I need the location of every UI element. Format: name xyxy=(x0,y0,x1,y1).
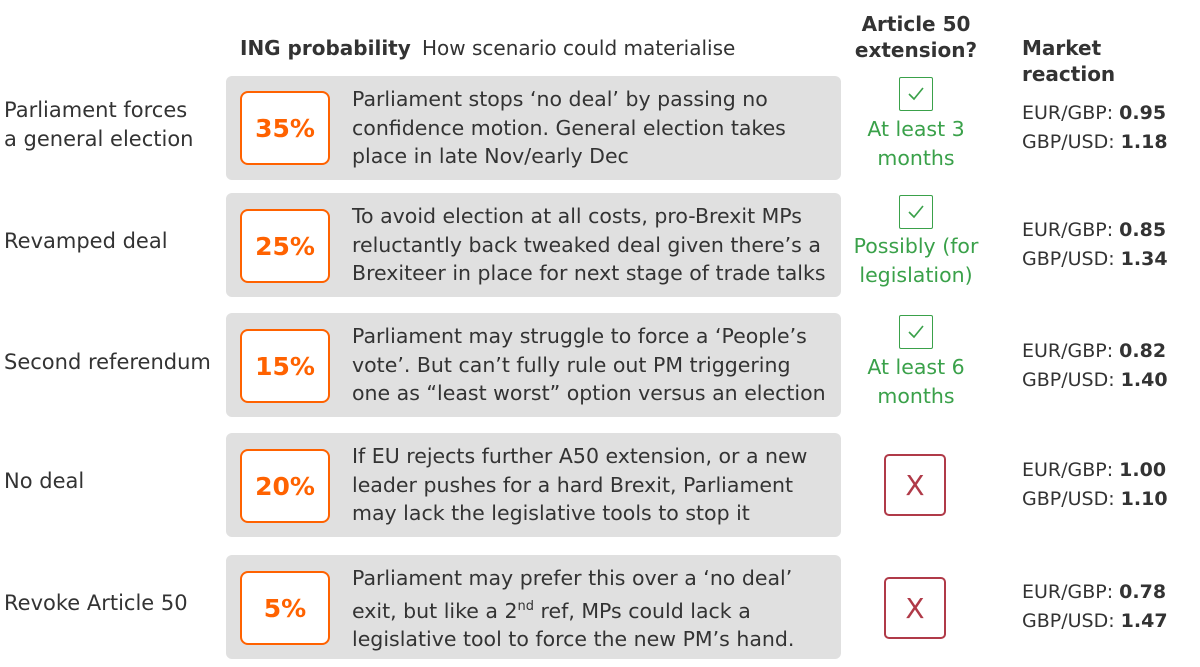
eurgbp-label: EUR/GBP: xyxy=(1022,340,1120,362)
extension-text-line: legislation) xyxy=(859,262,973,287)
description-line: confidence motion. General election take… xyxy=(352,115,786,140)
header-market-reaction: Market reaction xyxy=(1022,36,1116,86)
scenario-label-line: Parliament forces xyxy=(4,98,188,122)
description-line: place in late Nov/early Dec xyxy=(352,144,629,168)
scenario-panel-second-referendum: 15% Parliament may struggle to force a ‘… xyxy=(226,313,841,417)
eurgbp-value: 0.82 xyxy=(1119,340,1167,362)
extension-text: At least 3 months xyxy=(841,115,991,172)
scenario-label-line: a general election xyxy=(4,127,194,151)
market-reaction-general-election: EUR/GBP: 0.95 GBP/USD: 1.18 xyxy=(1022,99,1168,157)
gbpusd-rate: GBP/USD: 1.47 xyxy=(1022,607,1168,636)
extension-text-line: At least 6 xyxy=(867,355,965,379)
eurgbp-rate: EUR/GBP: 1.00 xyxy=(1022,456,1168,485)
eurgbp-value: 0.78 xyxy=(1119,581,1167,603)
probability-badge: 35% xyxy=(240,91,330,165)
eurgbp-rate: EUR/GBP: 0.82 xyxy=(1022,337,1168,366)
probability-badge: 20% xyxy=(240,449,330,523)
gbpusd-value: 1.18 xyxy=(1120,131,1168,153)
scenario-label-line: No deal xyxy=(4,469,85,493)
description-line: If EU rejects further A50 extension, or … xyxy=(352,444,808,468)
extension-text-line: months xyxy=(877,145,955,170)
scenario-label-second-referendum: Second referendum xyxy=(4,348,211,377)
scenario-panel-no-deal: 20% If EU rejects further A50 extension,… xyxy=(226,433,841,537)
description-line: reluctantly back tweaked deal given ther… xyxy=(352,232,821,257)
gbpusd-label: GBP/USD: xyxy=(1022,131,1121,153)
probability-badge: 25% xyxy=(240,209,330,283)
description-line: Brexiteer in place for next stage of tra… xyxy=(352,261,826,285)
description-line: leader pushes for a hard Brexit, Parliam… xyxy=(352,472,794,497)
scenario-description: Parliament may struggle to force a ‘Peop… xyxy=(352,322,842,408)
description-line: may lack the legislative tools to stop i… xyxy=(352,501,750,525)
extension-text: Possibly (for legislation) xyxy=(841,232,991,289)
eurgbp-value: 1.00 xyxy=(1119,459,1167,481)
header-ing-probability: ING probability xyxy=(240,36,411,60)
eurgbp-rate: EUR/GBP: 0.78 xyxy=(1022,578,1168,607)
scenario-description: Parliament stops ‘no deal’ by passing no… xyxy=(352,85,842,171)
scenario-label-general-election: Parliament forces a general election xyxy=(4,96,193,154)
check-icon xyxy=(899,315,933,349)
check-icon xyxy=(899,77,933,111)
market-reaction-revamped-deal: EUR/GBP: 0.85 GBP/USD: 1.34 xyxy=(1022,216,1168,274)
scenario-label-revamped-deal: Revamped deal xyxy=(4,227,168,256)
extension-text-line: months xyxy=(877,383,955,408)
scenario-label-revoke-article-50: Revoke Article 50 xyxy=(4,589,188,618)
description-line: one as “least worst” option versus an el… xyxy=(352,381,826,405)
description-fragment: exit, but like a 2 xyxy=(352,598,518,623)
scenario-description: Parliament may prefer this over a ‘no de… xyxy=(352,564,842,653)
description-line: Parliament may prefer this over a ‘no de… xyxy=(352,566,793,590)
extension-text-line: Possibly (for xyxy=(853,234,979,258)
scenario-label-line: Revoke Article 50 xyxy=(4,591,188,615)
extension-text: At least 6 months xyxy=(841,353,991,410)
market-reaction-second-referendum: EUR/GBP: 0.82 GBP/USD: 1.40 xyxy=(1022,337,1168,395)
eurgbp-label: EUR/GBP: xyxy=(1022,102,1120,124)
gbpusd-label: GBP/USD: xyxy=(1022,488,1121,510)
eurgbp-value: 0.95 xyxy=(1119,102,1167,124)
eurgbp-label: EUR/GBP: xyxy=(1022,581,1120,603)
probability-badge: 15% xyxy=(240,329,330,403)
header-article50-line2: extension? xyxy=(854,38,978,62)
description-line: exit, but like a 2nd ref, MPs could lack… xyxy=(352,593,842,625)
gbpusd-value: 1.47 xyxy=(1120,610,1168,632)
scenario-label-line: Revamped deal xyxy=(4,229,168,253)
description-fragment: ref, MPs could lack a xyxy=(534,598,751,623)
gbpusd-rate: GBP/USD: 1.34 xyxy=(1022,245,1168,274)
gbpusd-rate: GBP/USD: 1.40 xyxy=(1022,366,1168,395)
gbpusd-rate: GBP/USD: 1.18 xyxy=(1022,128,1168,157)
header-article50-extension: Article 50 extension? xyxy=(845,11,987,63)
gbpusd-value: 1.10 xyxy=(1120,488,1168,510)
probability-badge: 5% xyxy=(240,571,330,645)
scenario-description: If EU rejects further A50 extension, or … xyxy=(352,442,842,528)
header-scenario: How scenario could materialise xyxy=(422,36,736,60)
market-reaction-revoke-article-50: EUR/GBP: 0.78 GBP/USD: 1.47 xyxy=(1022,578,1168,636)
eurgbp-label: EUR/GBP: xyxy=(1022,219,1120,241)
gbpusd-label: GBP/USD: xyxy=(1022,369,1121,391)
ordinal-suffix: nd xyxy=(517,598,535,614)
gbpusd-value: 1.40 xyxy=(1120,369,1168,391)
gbpusd-label: GBP/USD: xyxy=(1022,610,1121,632)
gbpusd-label: GBP/USD: xyxy=(1022,248,1121,270)
description-line: vote’. But can’t fully rule out PM trigg… xyxy=(352,352,791,377)
market-reaction-no-deal: EUR/GBP: 1.00 GBP/USD: 1.10 xyxy=(1022,456,1168,514)
scenario-label-line: Second referendum xyxy=(4,350,211,374)
scenario-panel-general-election: 35% Parliament stops ‘no deal’ by passin… xyxy=(226,76,841,180)
extension-text-line: At least 3 xyxy=(867,117,965,141)
eurgbp-rate: EUR/GBP: 0.85 xyxy=(1022,216,1168,245)
scenario-panel-revamped-deal: 25% To avoid election at all costs, pro-… xyxy=(226,193,841,297)
description-line: Parliament stops ‘no deal’ by passing no xyxy=(352,87,768,111)
eurgbp-label: EUR/GBP: xyxy=(1022,459,1120,481)
gbpusd-rate: GBP/USD: 1.10 xyxy=(1022,485,1168,514)
scenario-label-no-deal: No deal xyxy=(4,467,84,496)
eurgbp-value: 0.85 xyxy=(1119,219,1167,241)
scenario-panel-revoke-article-50: 5% Parliament may prefer this over a ‘no… xyxy=(226,555,841,659)
eurgbp-rate: EUR/GBP: 0.95 xyxy=(1022,99,1168,128)
description-line: To avoid election at all costs, pro-Brex… xyxy=(352,204,802,228)
description-line: Parliament may struggle to force a ‘Peop… xyxy=(352,324,807,348)
cross-icon: X xyxy=(884,454,946,516)
description-line: legislative tool to force the new PM’s h… xyxy=(352,626,795,651)
gbpusd-value: 1.34 xyxy=(1120,248,1168,270)
cross-icon: X xyxy=(884,577,946,639)
header-article50-line1: Article 50 xyxy=(861,12,971,36)
check-icon xyxy=(899,195,933,229)
scenario-description: To avoid election at all costs, pro-Brex… xyxy=(352,202,842,288)
